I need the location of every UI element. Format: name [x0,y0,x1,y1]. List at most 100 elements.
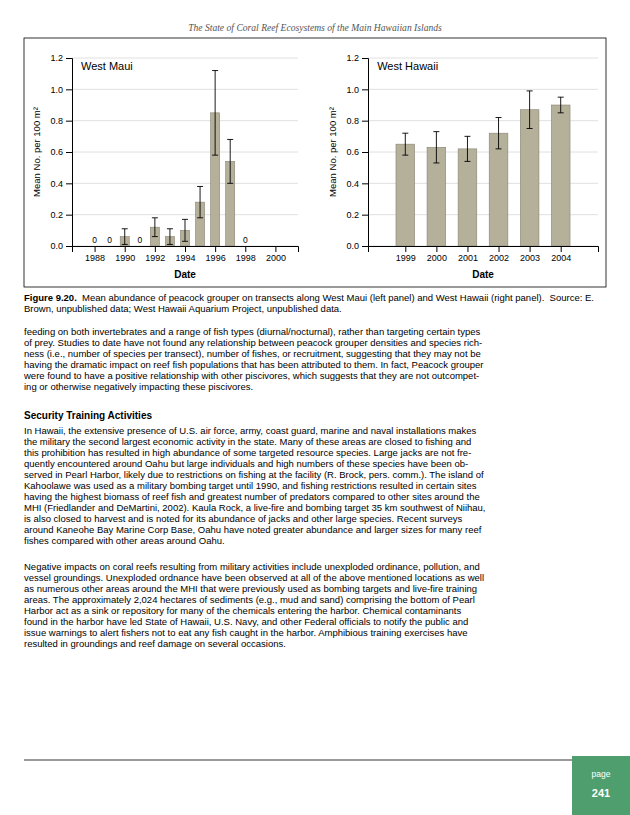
grid-line [72,214,298,215]
tick-label: 2004 [551,253,571,263]
tick-label: 1.0 [346,85,359,95]
plot-area [120,71,235,246]
tick-label: 2003 [520,253,540,263]
grid-line [72,183,298,184]
grid-line [368,58,598,59]
tick-mark [66,215,72,216]
grid-line [72,89,298,90]
body-text-line: found in the harbor have led State of Ha… [24,616,468,627]
body-text-line: vessel groundings. Unexploded ordnance h… [24,572,484,583]
tick-mark [275,246,276,252]
body-text-line: as numerous other areas around the MHI t… [24,583,477,594]
figure-caption: Figure 9.20. Mean abundance of peacock g… [24,292,606,314]
x-tick: 2001 [458,246,478,263]
tick-mark [362,89,368,90]
tick-mark [362,58,368,59]
tick-mark [66,246,72,247]
tick-mark [155,246,156,252]
tick-label: 2000 [266,253,286,263]
tick-label: 0.4 [50,179,63,189]
body-text-line: of prey. Studies to date have not found … [24,337,482,348]
tick-mark [362,121,368,122]
tick-label: 2000 [427,253,447,263]
y-tick: 1.0 [346,85,368,95]
error-bar [558,97,564,113]
tick-label: 1988 [85,253,105,263]
tick-label: 1996 [206,253,226,263]
tick-label: 1999 [396,253,416,263]
body-text-line: were found to have a positive relationsh… [24,370,479,381]
y-tick: 1.2 [50,53,72,63]
grid-line [368,89,598,90]
error-bar [527,91,533,129]
tick-label: 0.6 [50,147,63,157]
data-label: 0 [137,235,142,245]
body-text-line: fishes compared with other areas around … [24,535,225,546]
data-label: 0 [92,235,97,245]
page-tab [572,756,630,815]
tick-mark [362,215,368,216]
page-number: 241 [592,787,610,799]
tick-label: 0.4 [346,179,359,189]
x-tick: 1992 [145,246,165,263]
x-tick: 1996 [206,246,226,263]
body-text-line: the military the second largest economic… [24,436,471,447]
caption-text: Mean abundance of peacock grouper on tra… [24,292,597,314]
tick-mark [66,58,72,59]
y-tick: 0.8 [50,116,72,126]
x-tick: 2004 [551,246,571,263]
tick-mark [561,246,562,252]
grid [72,58,298,246]
error-bar [402,133,408,155]
page-header: The State of Coral Reef Ecosystems of th… [188,22,442,33]
tick-mark [245,246,246,252]
data-label: 0 [107,235,112,245]
tick-mark [530,246,531,252]
x-tick: 2002 [489,246,509,263]
x-axis-title: Date [174,269,196,280]
error-bar [182,219,188,241]
body-text-line: this prohibition has resulted in high ab… [24,447,471,458]
x-tick: 2000 [266,246,286,263]
x-tick: 1999 [396,246,416,263]
body-text-line: Kahoolawe was used as a military bombing… [24,480,477,491]
tick-label: 1992 [145,253,165,263]
tick-mark [362,246,368,247]
body-text-line: quently encountered around Oahu but larg… [24,458,468,469]
bar [489,133,508,246]
figure-box [24,38,606,287]
tick-mark [66,89,72,90]
plot-area [396,91,570,246]
section-heading: Security Training Activities [24,410,152,421]
caption-label: Figure 9.20. [24,292,77,303]
y-axis-title: Mean No. per 100 m² [327,107,338,197]
data-label: 0 [243,235,248,245]
error-bar [433,132,439,163]
body-text-line: served in Pearl Harbor, likely due to re… [24,469,484,480]
error-bar [464,136,470,161]
chart-title: West Hawaii [377,60,438,72]
grid [368,58,598,246]
body-text-line: resulted in groundings and reef damage o… [24,638,286,649]
error-bar [197,186,203,217]
tick-mark [362,183,368,184]
body-text-line: ing or otherwise negatively impacting th… [24,381,253,392]
tick-mark [66,183,72,184]
body-text-line: is also closed to harvest and is noted f… [24,513,462,524]
y-tick: 0.4 [346,179,368,189]
tick-mark [436,246,437,252]
bar [551,105,570,246]
body-text-line: Negative impacts on coral reefs resultin… [24,561,480,572]
bar-chart: 1999200020012002200320040.00.20.40.60.81… [327,53,599,280]
tick-label: 1990 [115,253,135,263]
y-axis-title: Mean No. per 100 m² [31,107,42,197]
bottom-rule [24,760,606,761]
tick-label: 1998 [236,253,256,263]
tick-mark [362,152,368,153]
tick-label: 1994 [175,253,195,263]
tick-label: 0.2 [50,210,63,220]
tick-label: 1.0 [50,85,63,95]
y-tick: 0.4 [50,179,72,189]
error-bar [227,139,233,183]
error-bar [122,229,128,245]
